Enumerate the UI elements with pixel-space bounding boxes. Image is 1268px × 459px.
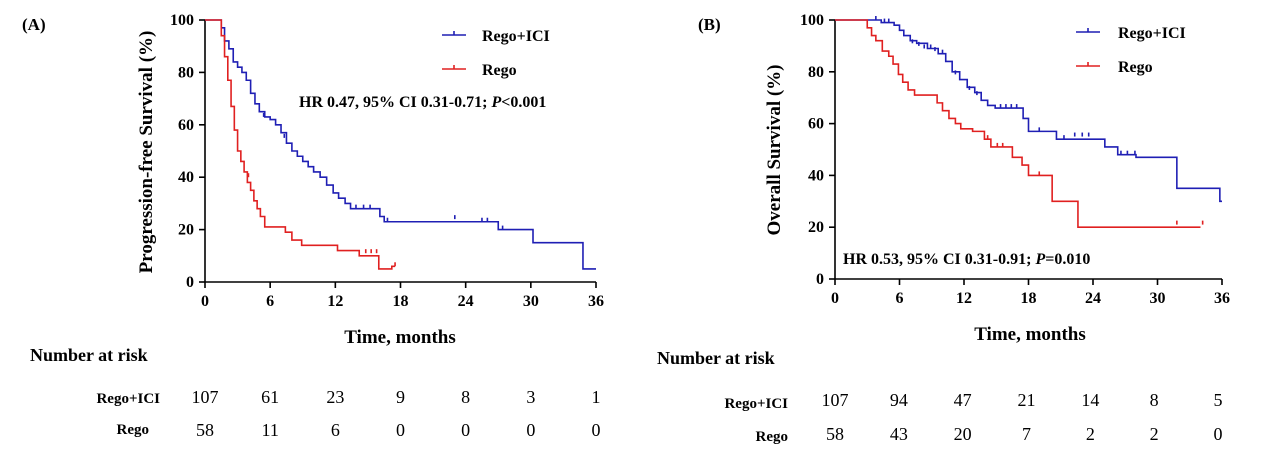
x-tick-label-a: 12 bbox=[327, 293, 343, 310]
x-tick-label-a: 18 bbox=[393, 293, 409, 310]
risk-value-rego-ici-a: 107 bbox=[192, 387, 219, 407]
x-tick-label-b: 0 bbox=[831, 290, 839, 307]
y-tick-label-b: 60 bbox=[808, 116, 824, 133]
hr-annotation-a: HR 0.47, 95% CI 0.31-0.71; P<0.001 bbox=[299, 94, 546, 111]
y-axis-label-a: Progression-free Survival (%) bbox=[136, 31, 157, 274]
risk-value-rego-b: 20 bbox=[954, 424, 972, 444]
risk-value-rego-a: 0 bbox=[396, 420, 405, 440]
x-tick-label-b: 24 bbox=[1085, 290, 1101, 307]
y-tick-label-b: 20 bbox=[808, 219, 824, 236]
p-value-a: <0.001 bbox=[501, 94, 546, 111]
km-curve-rego-a bbox=[205, 19, 396, 270]
x-tick-label-a: 36 bbox=[588, 293, 604, 310]
x-tick-label-a: 0 bbox=[201, 293, 209, 310]
risk-value-rego-ici-b: 21 bbox=[1018, 390, 1036, 410]
risk-value-rego-a: 0 bbox=[592, 420, 601, 440]
p-label-b: P bbox=[1034, 251, 1045, 268]
y-tick-label-a: 40 bbox=[178, 169, 194, 186]
risk-value-rego-ici-b: 107 bbox=[822, 390, 849, 410]
y-tick-label-b: 80 bbox=[808, 64, 824, 81]
risk-value-rego-b: 2 bbox=[1150, 424, 1159, 444]
x-tick-label-b: 18 bbox=[1021, 290, 1037, 307]
p-label-a: P bbox=[490, 94, 501, 111]
panel-label-b: (B) bbox=[698, 15, 721, 34]
legend-label-rego-a: Rego bbox=[482, 62, 517, 79]
km-curve-rego-ici-a bbox=[205, 19, 596, 270]
risk-value-rego-ici-a: 23 bbox=[326, 387, 344, 407]
risk-value-rego-ici-b: 5 bbox=[1214, 390, 1223, 410]
legend-a: Rego+ICI Rego bbox=[442, 28, 550, 79]
hr-text-b: HR 0.53, 95% CI 0.31-0.91; bbox=[843, 251, 1035, 268]
x-tick-label-a: 30 bbox=[523, 293, 539, 310]
legend-label-rego-ici-a: Rego+ICI bbox=[482, 28, 550, 45]
risk-value-rego-ici-a: 8 bbox=[461, 387, 470, 407]
x-tick-label-b: 6 bbox=[896, 290, 904, 307]
x-tick-label-a: 6 bbox=[266, 293, 274, 310]
km-curve-rego-b bbox=[835, 19, 1201, 228]
p-value-b: =0.010 bbox=[1045, 251, 1090, 268]
risk-value-rego-a: 6 bbox=[331, 420, 340, 440]
risk-value-rego-a: 0 bbox=[461, 420, 470, 440]
risk-value-rego-ici-b: 94 bbox=[890, 390, 908, 410]
risk-value-rego-ici-a: 1 bbox=[592, 387, 601, 407]
risk-value-rego-b: 2 bbox=[1086, 424, 1095, 444]
hr-text-a: HR 0.47, 95% CI 0.31-0.71; bbox=[299, 94, 491, 111]
legend-label-rego-b: Rego bbox=[1118, 59, 1153, 76]
risk-value-rego-ici-a: 3 bbox=[526, 387, 535, 407]
risk-table-a: Number at risk Rego+ICI Rego 107 61 23 9 8 3 1… bbox=[30, 345, 601, 440]
x-axis-label-a: Time, months bbox=[344, 327, 456, 348]
risk-table-title-b: Number at risk bbox=[657, 348, 775, 368]
hr-annotation-b: HR 0.53, 95% CI 0.31-0.91; P=0.010 bbox=[843, 251, 1090, 268]
risk-value-rego-ici-b: 47 bbox=[954, 390, 972, 410]
risk-value-rego-ici-a: 9 bbox=[396, 387, 405, 407]
y-tick-label-a: 0 bbox=[186, 274, 194, 291]
panel-b: (B) Overall Survival (%) Time, months 0 6… bbox=[698, 12, 1230, 345]
y-tick-label-a: 60 bbox=[178, 117, 194, 134]
y-axis-label-b: Overall Survival (%) bbox=[764, 65, 785, 236]
x-tick-label-b: 12 bbox=[956, 290, 972, 307]
legend-label-rego-ici-b: Rego+ICI bbox=[1118, 25, 1186, 42]
risk-table-title-a: Number at risk bbox=[30, 345, 148, 365]
risk-value-rego-ici-b: 8 bbox=[1150, 390, 1159, 410]
risk-value-rego-a: 0 bbox=[526, 420, 535, 440]
risk-value-rego-b: 0 bbox=[1214, 424, 1223, 444]
risk-value-rego-a: 58 bbox=[196, 420, 214, 440]
y-tick-label-b: 0 bbox=[816, 271, 824, 288]
risk-row-label-rego-ici-b: Rego+ICI bbox=[724, 396, 788, 412]
risk-value-rego-ici-b: 14 bbox=[1081, 390, 1099, 410]
panel-label-a: (A) bbox=[22, 15, 46, 34]
y-tick-label-a: 100 bbox=[170, 12, 194, 29]
risk-row-label-rego-b: Rego bbox=[756, 429, 789, 445]
legend-b: Rego+ICI Rego bbox=[1076, 25, 1186, 76]
x-tick-label-b: 36 bbox=[1214, 290, 1230, 307]
risk-value-rego-b: 43 bbox=[890, 424, 908, 444]
panel-a: (A) Progression-free Survival (%) Time, … bbox=[22, 12, 604, 348]
risk-row-label-rego-ici-a: Rego+ICI bbox=[96, 391, 160, 407]
risk-table-b: Number at risk Rego+ICI Rego 107 94 47 21 14… bbox=[657, 348, 1223, 445]
y-tick-label-a: 20 bbox=[178, 222, 194, 239]
km-curve-rego-ici-b bbox=[835, 19, 1222, 203]
y-tick-label-a: 80 bbox=[178, 64, 194, 81]
risk-value-rego-b: 7 bbox=[1022, 424, 1031, 444]
y-tick-label-b: 40 bbox=[808, 167, 824, 184]
risk-value-rego-ici-a: 61 bbox=[261, 387, 279, 407]
risk-value-rego-a: 11 bbox=[261, 420, 278, 440]
x-axis-label-b: Time, months bbox=[974, 324, 1086, 345]
y-tick-label-b: 100 bbox=[800, 12, 824, 29]
x-tick-label-a: 24 bbox=[458, 293, 474, 310]
risk-value-rego-b: 58 bbox=[826, 424, 844, 444]
x-tick-label-b: 30 bbox=[1150, 290, 1166, 307]
risk-row-label-rego-a: Rego bbox=[117, 422, 150, 438]
